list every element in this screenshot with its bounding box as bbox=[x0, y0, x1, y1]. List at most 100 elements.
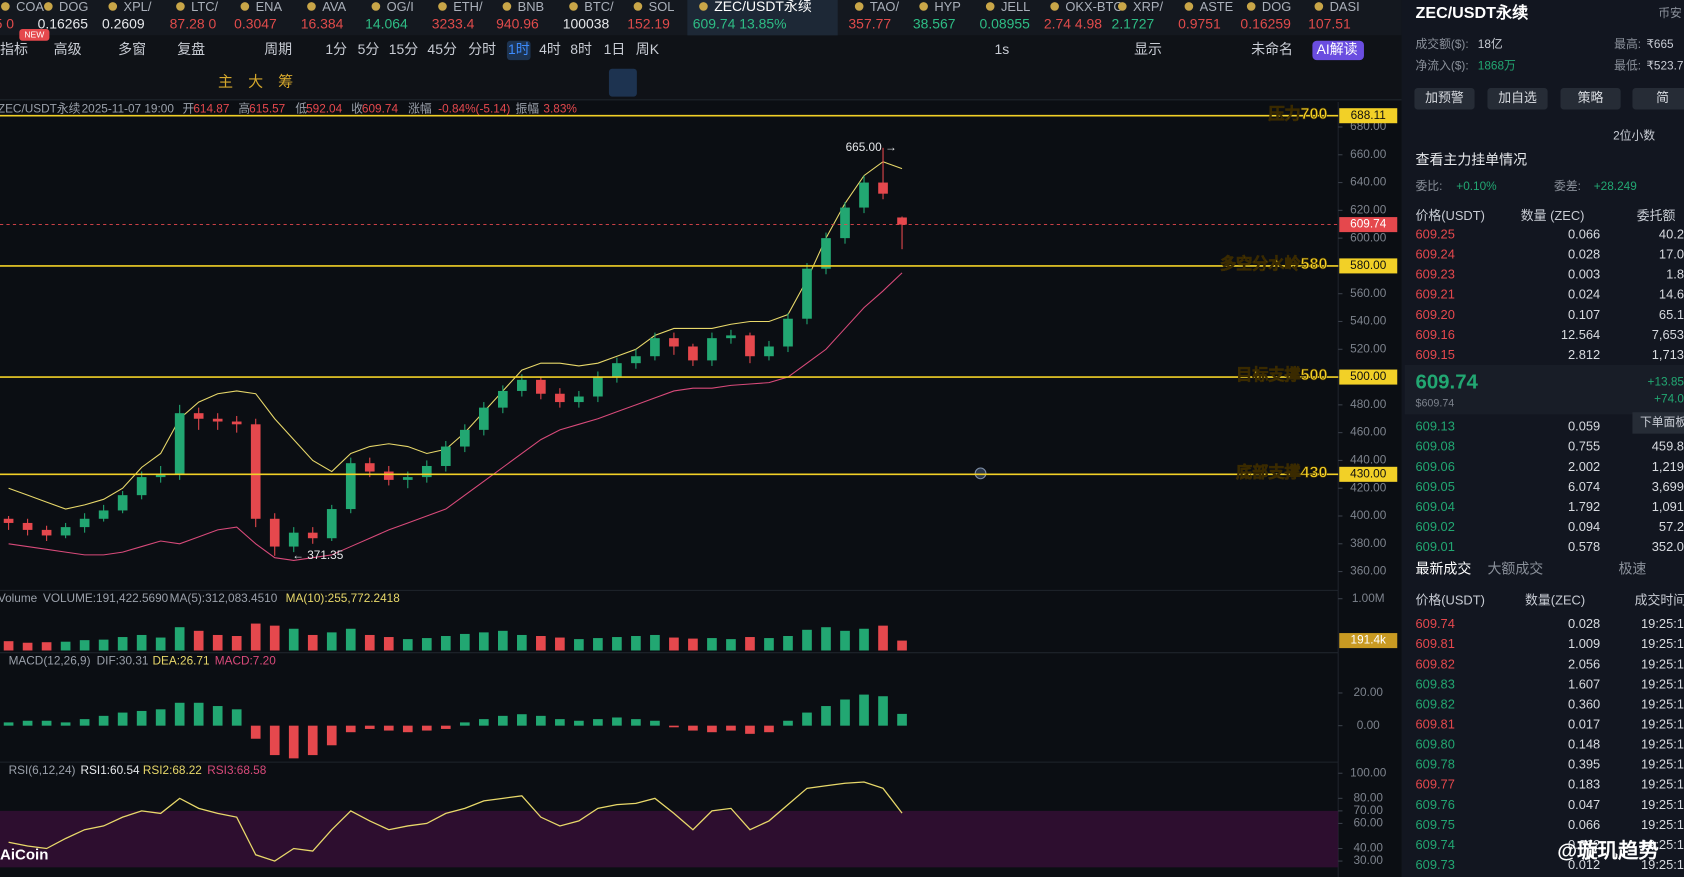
ticker-name[interactable]: AVA bbox=[322, 0, 346, 14]
toolbar-item[interactable]: 15分 bbox=[389, 41, 419, 57]
indicator-info: RSI(6,12,24) bbox=[9, 763, 76, 777]
order-panel[interactable]: 下单面板 bbox=[1640, 415, 1684, 429]
side-button[interactable]: 加预警 bbox=[1425, 90, 1464, 105]
button-bg[interactable] bbox=[1632, 88, 1684, 110]
macd-bar bbox=[498, 715, 508, 726]
candle-body bbox=[612, 363, 622, 378]
trade-qty: 0.047 bbox=[1568, 797, 1600, 812]
side-button[interactable]: 加自选 bbox=[1498, 90, 1537, 105]
toolbar-item[interactable]: 1s bbox=[995, 41, 1010, 57]
ticker-name[interactable]: COA bbox=[16, 0, 44, 14]
toolbar-item[interactable]: 分时 bbox=[468, 41, 496, 57]
ticker-name[interactable]: ZEC/USDT永续 bbox=[714, 0, 812, 14]
y-tick-label: 600.00 bbox=[1350, 230, 1387, 244]
trade-tab[interactable]: 极速 bbox=[1618, 561, 1646, 577]
level-name: 压力700 bbox=[1268, 104, 1327, 123]
trade-tab[interactable]: 最新成交 bbox=[1416, 561, 1472, 577]
volume-bar bbox=[459, 633, 470, 651]
trade-price: 609.73 bbox=[1416, 857, 1455, 872]
macd-bar bbox=[669, 725, 679, 728]
toolbar-item[interactable]: 高级 bbox=[54, 41, 82, 57]
ticker-name[interactable]: DASI bbox=[1330, 0, 1360, 14]
toolbar-item[interactable]: 显示 bbox=[1134, 41, 1162, 57]
ticker-name[interactable]: DOG bbox=[59, 0, 88, 14]
ask-cell: 7,653 bbox=[1652, 327, 1684, 342]
candle-body bbox=[402, 477, 413, 480]
decimals[interactable]: 2位小数 bbox=[1613, 128, 1655, 142]
bid-cell: 1,091 bbox=[1652, 499, 1684, 514]
toolbar-item[interactable]: 1日 bbox=[604, 41, 626, 57]
ticker-name[interactable]: ETH/ bbox=[453, 0, 483, 14]
volume-bar bbox=[593, 638, 603, 651]
candle-body bbox=[764, 346, 774, 357]
toolbar-item[interactable]: 8时 bbox=[570, 41, 592, 57]
y-tick-label: 100.00 bbox=[1350, 765, 1387, 779]
bid-cell: 57.2 bbox=[1659, 519, 1684, 534]
toolbar-item[interactable]: 45分 bbox=[427, 41, 457, 57]
ticker-name[interactable]: XPL/ bbox=[124, 0, 152, 14]
ticker-dot bbox=[1050, 2, 1059, 11]
ticker-name[interactable]: SOL bbox=[649, 0, 675, 14]
volume-bar bbox=[174, 627, 185, 651]
layer-toggle[interactable]: 筹 bbox=[278, 74, 293, 91]
toolbar-item[interactable]: 1时 bbox=[508, 41, 530, 57]
ticker-name[interactable]: OG/I bbox=[387, 0, 414, 14]
ticker-name[interactable]: ENA bbox=[256, 0, 283, 14]
side-button[interactable]: 策略 bbox=[1578, 90, 1604, 105]
toolbar-item[interactable]: AI解读 bbox=[1317, 41, 1358, 57]
toolbar-item[interactable]: 复盘 bbox=[177, 41, 205, 57]
ticker-name[interactable]: BTC/ bbox=[584, 0, 614, 14]
button-bg[interactable] bbox=[1560, 88, 1621, 110]
y-tick-label: 380.00 bbox=[1350, 536, 1387, 550]
indicator-info: MACD(12,26,9) bbox=[9, 653, 91, 667]
depth-link[interactable]: 查看主力挂单情况 bbox=[1416, 152, 1528, 168]
ticker-name[interactable]: DOG bbox=[1262, 0, 1291, 14]
macd-bar bbox=[231, 709, 242, 726]
button-bg[interactable] bbox=[1414, 88, 1475, 110]
ticker-name[interactable]: XRP/ bbox=[1133, 0, 1163, 14]
boll-upper bbox=[8, 161, 903, 510]
toolbar bbox=[0, 35, 1402, 100]
order-panel-bg[interactable] bbox=[1632, 412, 1684, 434]
toolbar-item[interactable]: 多窗 bbox=[118, 41, 146, 57]
macd-bar bbox=[555, 719, 565, 726]
toolbar-item[interactable]: 周期 bbox=[264, 41, 292, 57]
ticker-name[interactable]: TAO/ bbox=[870, 0, 900, 14]
volume-bar bbox=[783, 636, 793, 651]
candle-body bbox=[136, 477, 147, 496]
macd-bar bbox=[764, 725, 774, 733]
level-label: 688.11 bbox=[1351, 108, 1386, 122]
candle-body bbox=[821, 238, 831, 269]
toolbar-item[interactable]: 1分 bbox=[325, 41, 347, 57]
macd-bar bbox=[307, 725, 318, 756]
toolbar-item[interactable]: 未命名 bbox=[1251, 41, 1293, 57]
candle-body bbox=[593, 377, 603, 397]
ticker-price: 107.51 bbox=[1308, 15, 1351, 31]
layer-toggle[interactable]: 大 bbox=[248, 74, 263, 91]
ticker-name[interactable]: HYP bbox=[934, 0, 960, 14]
ticker-name[interactable]: JELL bbox=[1001, 0, 1030, 14]
trade-tab[interactable]: 大额成交 bbox=[1487, 561, 1543, 577]
button-bg[interactable] bbox=[1487, 88, 1548, 110]
toolbar-item[interactable]: 周K bbox=[636, 41, 660, 57]
macd-bar bbox=[345, 725, 356, 733]
candle-body bbox=[517, 379, 527, 391]
ticker-name[interactable]: BNB bbox=[518, 0, 544, 14]
toolbar-item[interactable]: 4时 bbox=[539, 41, 561, 57]
layer-toggle[interactable]: 主 bbox=[218, 74, 233, 91]
ask-cell: 12.564 bbox=[1561, 327, 1600, 342]
ticker-name[interactable]: ASTE bbox=[1200, 0, 1234, 14]
volume-bar bbox=[269, 625, 280, 651]
stat-label: 最低: bbox=[1614, 59, 1641, 73]
ticker-name[interactable]: OKX-BTC bbox=[1065, 0, 1122, 14]
volume-bar bbox=[250, 623, 261, 651]
trade-qty: 1.009 bbox=[1568, 636, 1600, 651]
volume-bar bbox=[650, 634, 660, 651]
side-button[interactable]: 简 bbox=[1656, 90, 1669, 105]
last-price-row bbox=[1404, 364, 1684, 415]
ticker-name[interactable]: LTC/ bbox=[191, 0, 218, 14]
trade-price: 609.75 bbox=[1416, 817, 1455, 832]
toolbar-item[interactable]: 指标 bbox=[0, 41, 28, 57]
drawing-handle[interactable] bbox=[974, 467, 987, 480]
toolbar-item[interactable]: 5分 bbox=[358, 41, 380, 57]
